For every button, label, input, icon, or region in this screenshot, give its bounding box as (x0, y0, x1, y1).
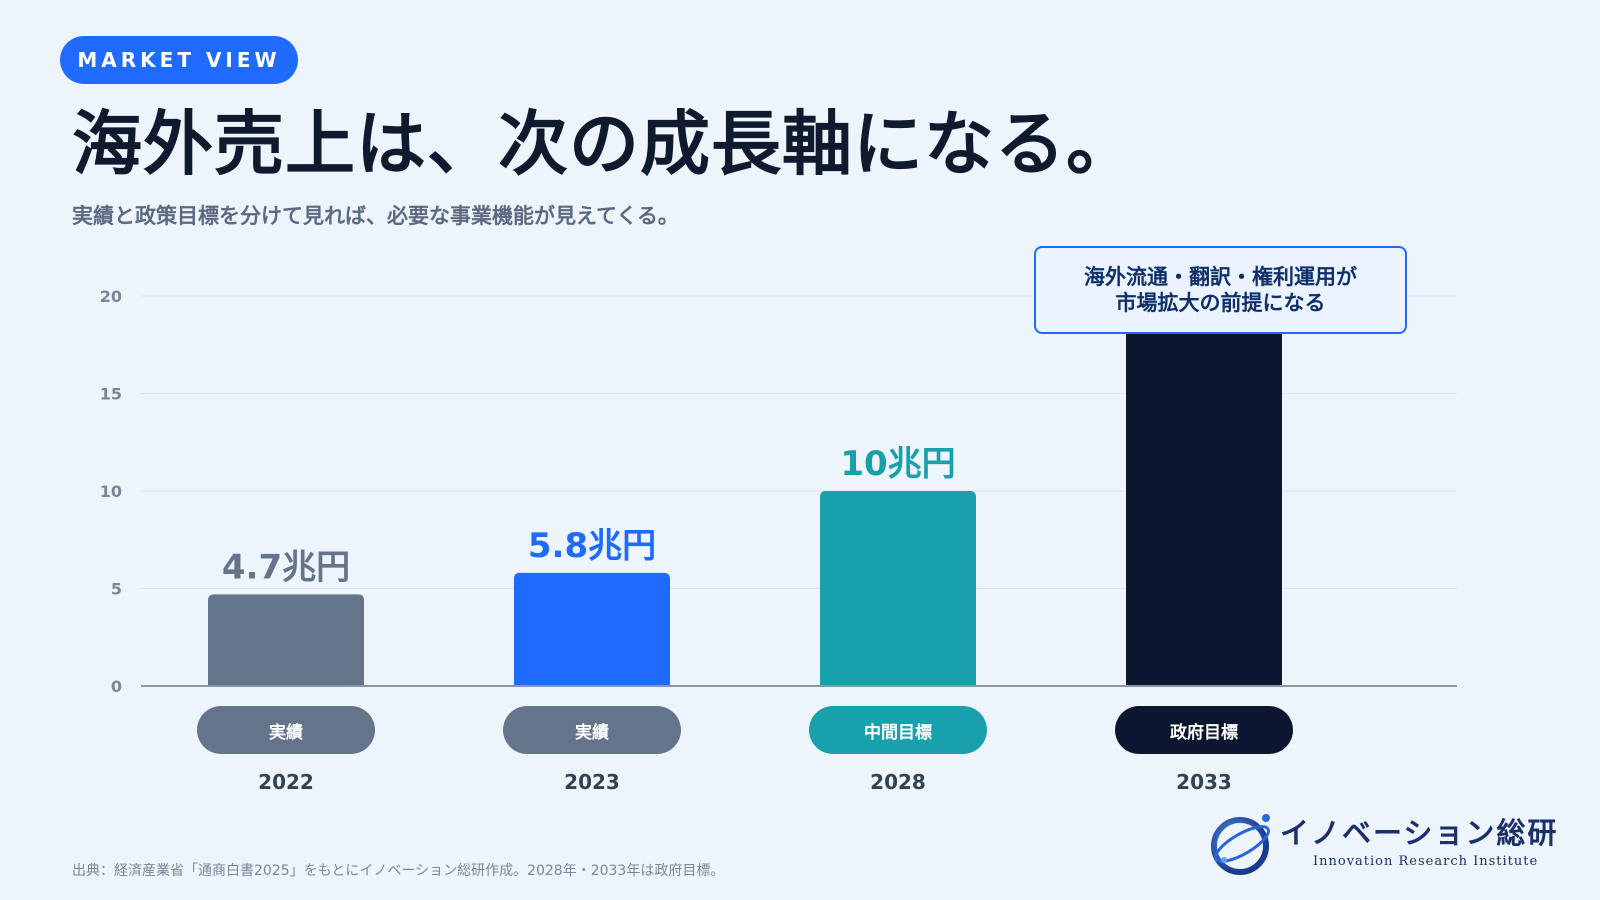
bar (1126, 296, 1282, 686)
y-tick-label: 20 (100, 287, 122, 306)
bar (820, 491, 976, 686)
market-view-badge: MARKET VIEW (60, 36, 298, 84)
logo-name: イノベーション総研 (1280, 816, 1559, 850)
logo-subtitle: Innovation Research Institute (1313, 854, 1539, 869)
bar (514, 572, 670, 686)
bar (208, 594, 364, 686)
y-tick-label: 5 (111, 580, 122, 599)
callout-box: 海外流通・翻訳・権利運用が 市場拡大の前提になる (1034, 246, 1407, 334)
category-tag: 実績 (503, 706, 681, 754)
category-tag: 政府目標 (1115, 706, 1293, 754)
page-title: 海外売上は、次の成長軸になる。 (72, 103, 1137, 185)
x-tick-label: 2022 (258, 770, 314, 794)
page-subtitle: 実績と政策目標を分けて見れば、必要な事業機能が見えてくる。 (72, 204, 679, 228)
bar-value-label: 4.7兆円 (222, 547, 350, 587)
source-note: 出典：経済産業省「通商白書2025」をもとにイノベーション総研作成。2028年・… (72, 863, 725, 879)
y-tick-label: 10 (100, 482, 122, 501)
x-tick-label: 2028 (870, 770, 926, 794)
y-tick-label: 15 (100, 385, 122, 404)
x-tick-label: 2023 (564, 770, 620, 794)
callout-line-2: 市場拡大の前提になる (1115, 291, 1326, 315)
company-logo: イノベーション総研 Innovation Research Institute (1210, 810, 1556, 880)
bar-value-label: 5.8兆円 (528, 526, 656, 566)
globe-logo-icon (1211, 814, 1270, 875)
callout-line-1: 海外流通・翻訳・権利運用が (1084, 265, 1357, 289)
y-tick-label: 0 (111, 677, 122, 696)
x-tick-label: 2033 (1176, 770, 1232, 794)
category-tag: 中間目標 (809, 706, 987, 754)
bar-value-label: 10兆円 (840, 444, 955, 484)
category-tag: 実績 (197, 706, 375, 754)
